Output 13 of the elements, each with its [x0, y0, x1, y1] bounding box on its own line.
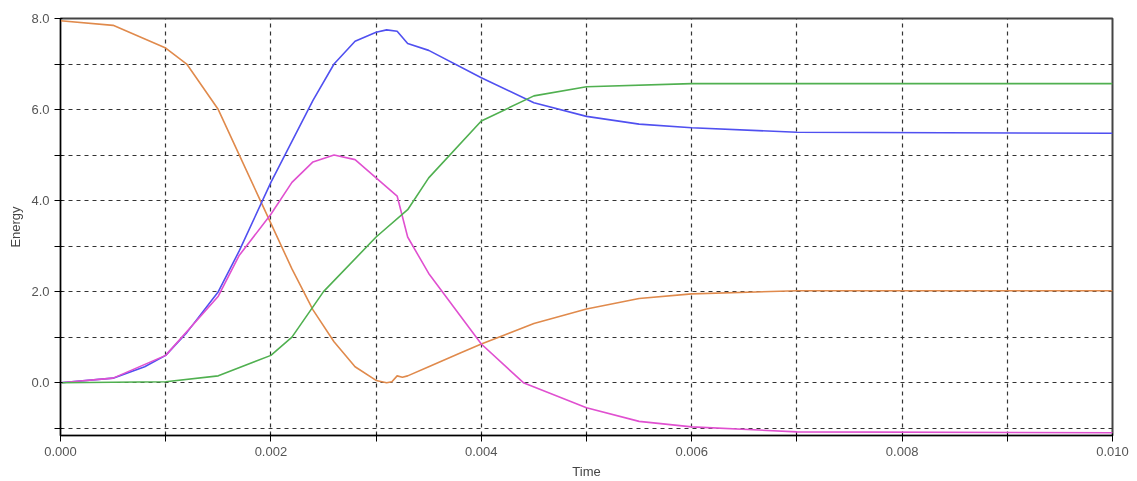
- y-tick-label: 8.0: [31, 11, 50, 26]
- x-axis-title: Time: [572, 463, 601, 479]
- y-axis-title: Energy: [8, 205, 24, 248]
- x-tick-label: 0.010: [1096, 443, 1129, 459]
- x-tick-label: 0.002: [254, 443, 288, 459]
- y-tick-label: 2.0: [31, 284, 50, 300]
- x-tick-label: 0.006: [675, 443, 708, 459]
- x-tick-label: 0.000: [44, 443, 77, 459]
- y-tick-label: 0.0: [31, 375, 50, 391]
- x-tick-label: 0.008: [885, 443, 919, 459]
- y-tick-label: 4.0: [31, 193, 50, 209]
- x-tick-label: 0.004: [465, 443, 498, 459]
- y-tick-label: 6.0: [31, 102, 50, 118]
